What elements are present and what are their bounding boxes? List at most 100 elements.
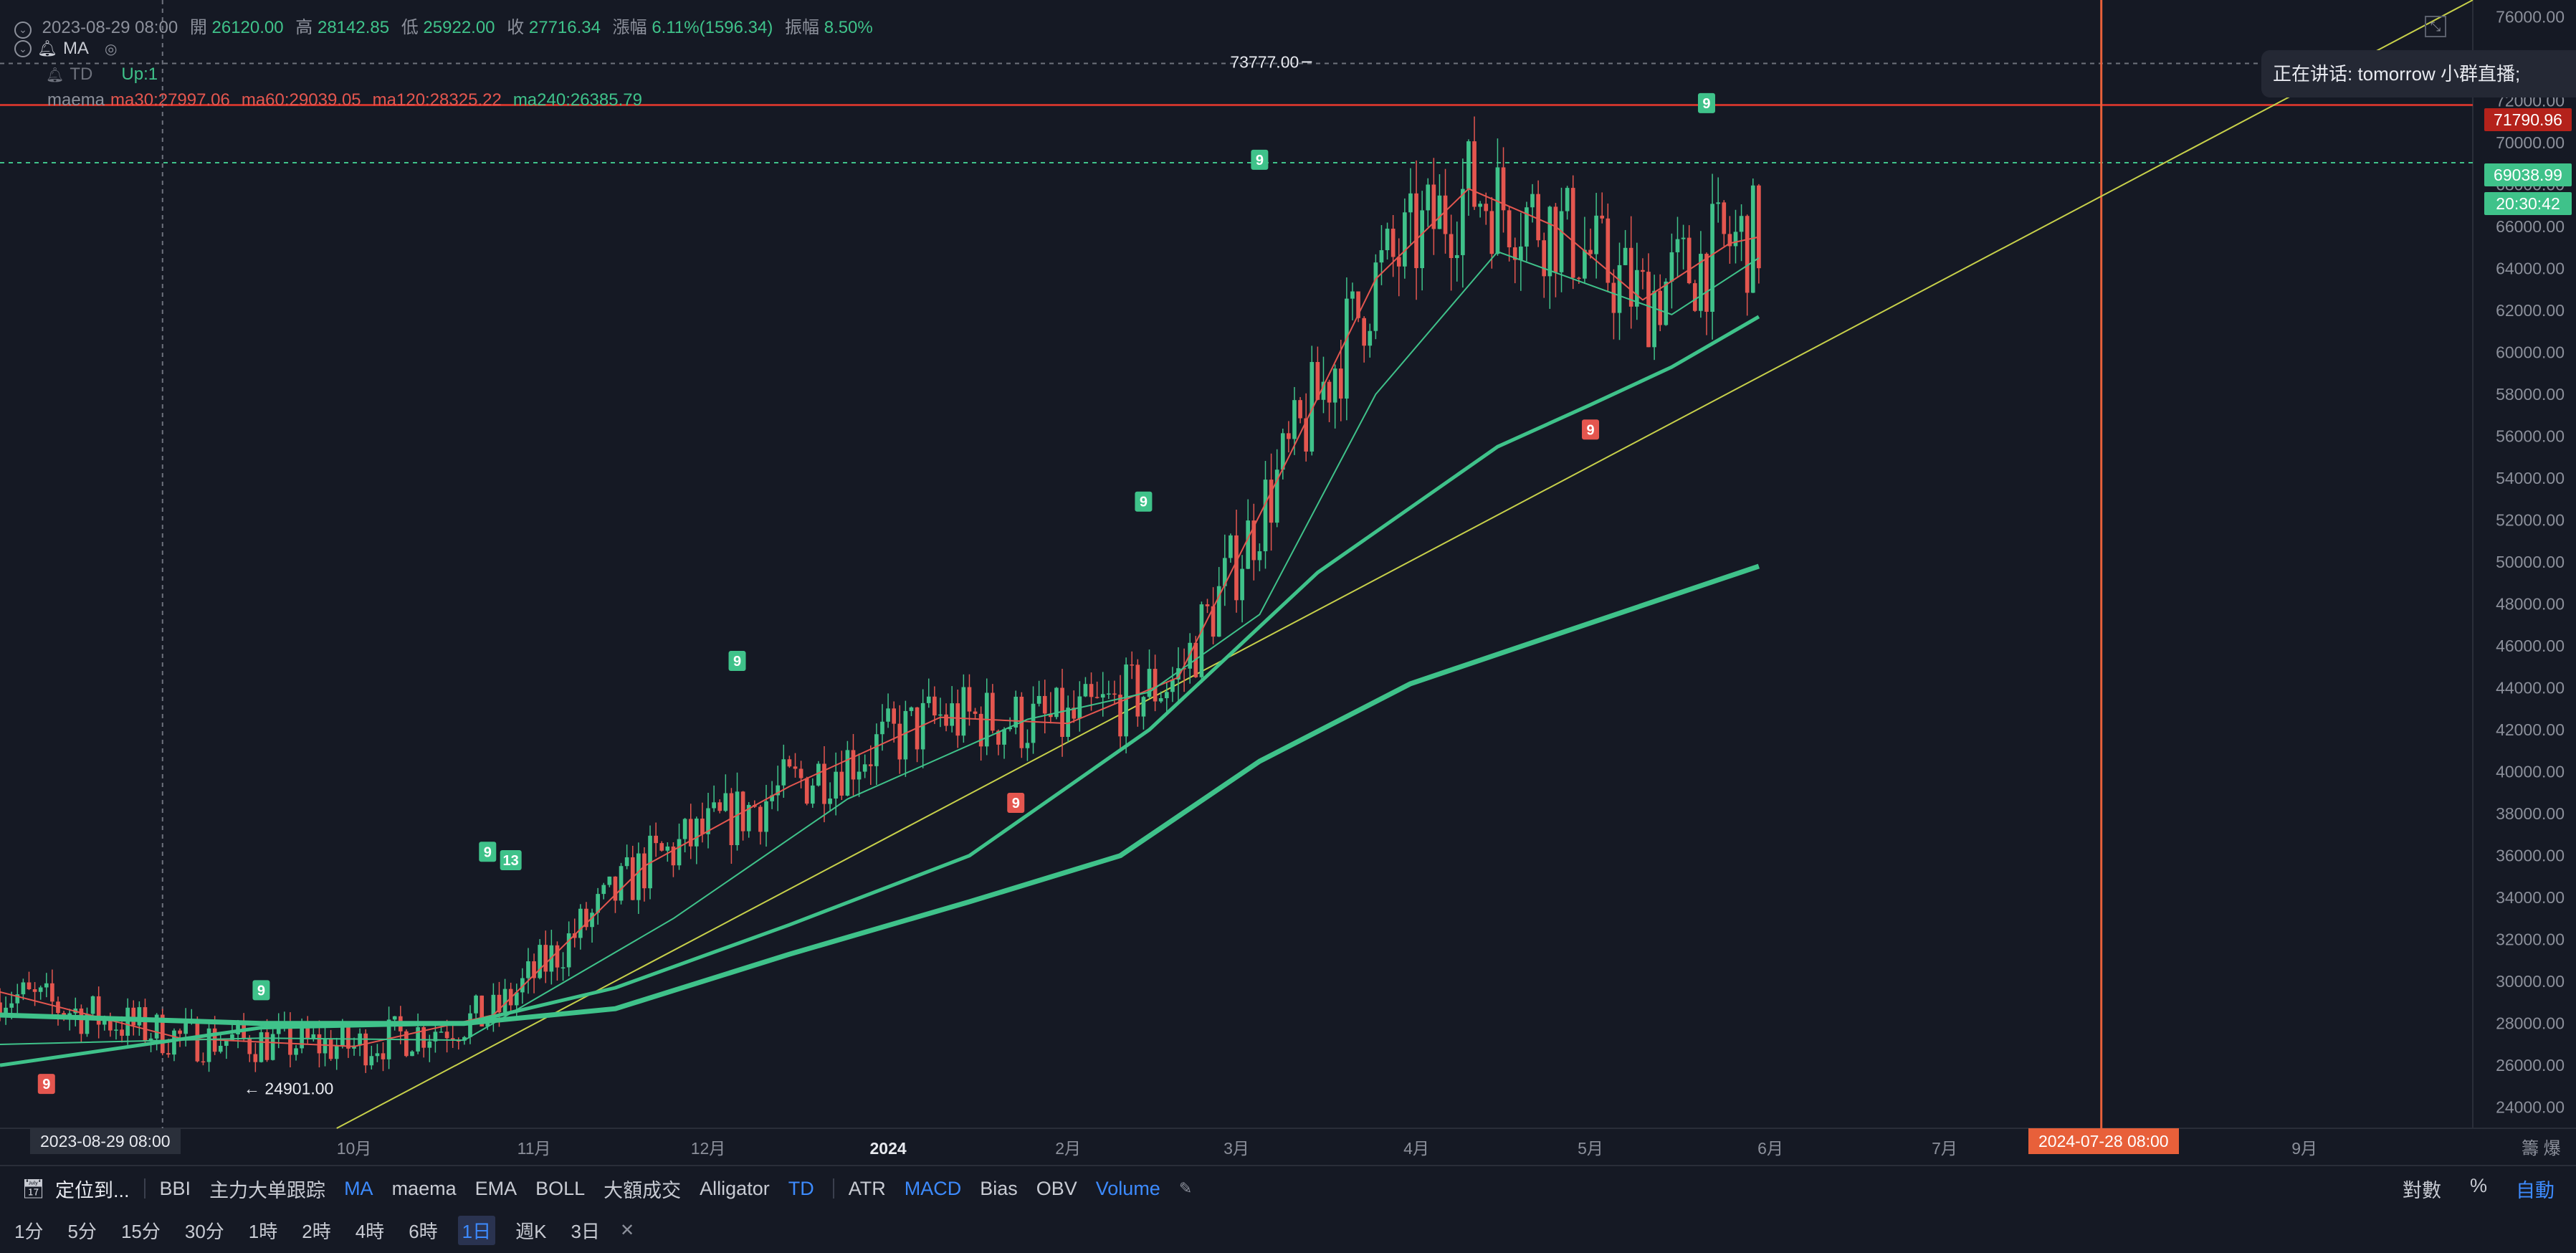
candle-body-25: [143, 1007, 148, 1041]
scale-option-1[interactable]: %: [2469, 1174, 2487, 1196]
line-ma120: [0, 315, 1760, 1067]
candle-body-282: [1634, 270, 1639, 307]
time-tick-4: 2月: [1055, 1139, 1081, 1158]
interval-4[interactable]: 1時: [248, 1220, 278, 1242]
trendline: [336, 0, 2474, 1129]
candle-body-113: [654, 835, 658, 844]
price-tick-0: 76000.00: [2496, 7, 2565, 26]
interval-1[interactable]: 5分: [67, 1220, 97, 1242]
indicator-4[interactable]: EMA: [474, 1177, 517, 1199]
bell-icon[interactable]: 🔔︎: [37, 39, 57, 57]
indicator-9[interactable]: ATR: [848, 1177, 886, 1199]
candle-body-287: [1664, 281, 1669, 325]
price-tick-25: 26000.00: [2496, 1056, 2565, 1075]
speaking-banner[interactable]: 正在讲话: tomorrow 小群直播;: [2261, 50, 2576, 97]
indicator-1[interactable]: 主力大单跟踪: [209, 1179, 326, 1201]
indicator-11[interactable]: Bias: [980, 1177, 1018, 1199]
candle-body-107: [619, 866, 624, 901]
ma-indicator-row[interactable]: ⌄ 🔔︎ MA ◎: [14, 39, 117, 59]
candle-body-184: [1066, 708, 1070, 737]
interval-2[interactable]: 15分: [120, 1220, 161, 1242]
indicator-5[interactable]: BOLL: [535, 1177, 586, 1199]
indicator-3[interactable]: maema: [391, 1177, 457, 1199]
candle-body-274: [1588, 249, 1593, 254]
candle-body-297: [1722, 202, 1727, 234]
candle-body-123: [712, 802, 716, 809]
indicator-12[interactable]: OBV: [1036, 1177, 1077, 1199]
candle-body-131: [758, 806, 763, 832]
candle-body-111: [642, 853, 647, 889]
candle-body-117: [677, 839, 682, 866]
indicator-8[interactable]: TD: [788, 1177, 814, 1199]
edit-icon[interactable]: ✎: [1178, 1179, 1193, 1197]
candle-body-292: [1692, 283, 1697, 311]
candle-body-21: [120, 1029, 124, 1036]
interval-5[interactable]: 2時: [302, 1220, 331, 1242]
candle-body-245: [1420, 210, 1424, 269]
candle-body-290: [1681, 237, 1686, 239]
candle-body-179: [1036, 695, 1041, 704]
interval-9[interactable]: 週K: [515, 1220, 547, 1242]
candle-body-242: [1403, 212, 1407, 267]
candle-body-119: [688, 819, 693, 847]
candle-body-118: [682, 819, 687, 839]
candle-body-278: [1611, 282, 1616, 313]
interval-8[interactable]: 1日: [457, 1215, 496, 1245]
interval-10[interactable]: 3日: [571, 1220, 600, 1242]
candle-body-271: [1570, 188, 1575, 278]
legend-high: 28142.85: [317, 18, 390, 37]
interval-6[interactable]: 4時: [355, 1220, 385, 1242]
candle-body-160: [926, 696, 931, 703]
time-tick-9: 7月: [1932, 1139, 1957, 1158]
indicator-0[interactable]: BBI: [159, 1177, 191, 1199]
collapse-icon[interactable]: ⌄: [14, 40, 32, 57]
td-indicator-label: TD: [70, 65, 93, 84]
interval-3[interactable]: 30分: [184, 1220, 224, 1242]
candle-body-77: [444, 1032, 449, 1039]
scale-option-0[interactable]: 對數: [2402, 1179, 2441, 1201]
collapse-icon[interactable]: ⌄: [14, 21, 32, 39]
candle-body-101: [584, 908, 588, 928]
indicator-7[interactable]: Alligator: [700, 1177, 770, 1199]
locate-button[interactable]: 定位到...: [55, 1179, 130, 1201]
hide-eye-icon[interactable]: ◎: [104, 41, 118, 57]
indicator-10[interactable]: MACD: [904, 1177, 962, 1199]
price-tick-21: 34000.00: [2496, 888, 2565, 907]
price-tick-10: 56000.00: [2496, 427, 2565, 446]
candle-body-276: [1600, 215, 1605, 219]
interval-0[interactable]: 1分: [14, 1220, 44, 1242]
interval-7[interactable]: 6時: [409, 1220, 438, 1242]
candle-body-93: [538, 945, 543, 978]
candle-body-185: [1072, 708, 1077, 719]
candle-body-215: [1246, 520, 1251, 569]
td-marker-bg-2: [479, 842, 497, 862]
fullscreen-icon[interactable]: ⤡: [2425, 16, 2446, 37]
candle-body-32: [183, 1021, 188, 1034]
calendar-icon[interactable]: 📅︎: [22, 1177, 46, 1199]
candle-body-302: [1750, 185, 1755, 293]
close-icon[interactable]: ✕: [619, 1220, 635, 1240]
candle-body-92: [532, 961, 536, 978]
indicator-2[interactable]: MA: [344, 1177, 373, 1199]
td-indicator-row[interactable]: 🔔︎ TD Up:1: [46, 65, 158, 85]
candle-body-227: [1315, 362, 1320, 400]
candle-body-34: [195, 1019, 200, 1062]
maema-label: maema: [47, 90, 105, 110]
scale-option-2[interactable]: 自動: [2516, 1179, 2554, 1201]
indicator-6[interactable]: 大額成交: [604, 1179, 682, 1201]
axis-tool-icons[interactable]: 籌 爆: [2522, 1139, 2561, 1158]
crosshair-time-label: 2023-08-29 08:00: [30, 1128, 181, 1154]
time-tick-3: 2024: [869, 1139, 906, 1158]
price-tick-23: 30000.00: [2496, 972, 2565, 991]
candle-body-164: [950, 703, 955, 726]
candle-body-153: [886, 708, 890, 722]
td-marker-bg-6: [1135, 491, 1153, 512]
candle-body-300: [1739, 216, 1744, 232]
indicator-13[interactable]: Volume: [1095, 1177, 1160, 1199]
candle-body-275: [1594, 215, 1598, 254]
candle-body-148: [857, 771, 862, 780]
candle-body-89: [514, 992, 519, 1006]
candle-body-283: [1641, 270, 1645, 272]
divider: [832, 1178, 834, 1199]
